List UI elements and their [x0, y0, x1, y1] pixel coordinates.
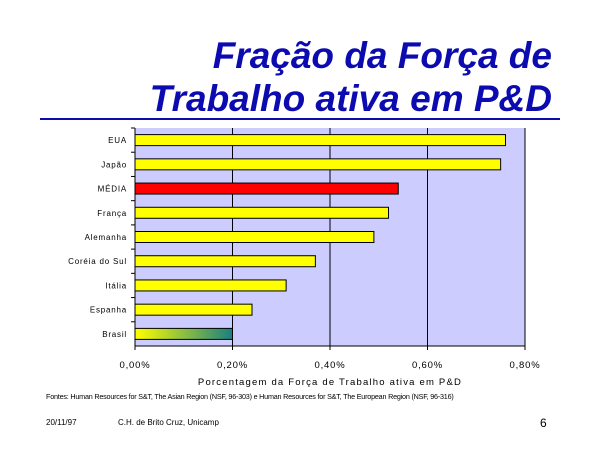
x-tick-label: 0,80% — [510, 360, 541, 371]
page-number: 6 — [540, 416, 547, 430]
x-tick-label: 0,20% — [217, 360, 248, 371]
category-label: Japão — [101, 160, 127, 169]
bar-0 — [134, 134, 506, 147]
bar-2 — [134, 182, 399, 195]
category-label: MÉDIA — [98, 185, 127, 194]
slide-author: C.H. de Brito Cruz, Unicamp — [118, 418, 219, 427]
x-axis-label: Porcentagem da Força de Trabalho ativa e… — [198, 377, 462, 388]
category-label: EUA — [108, 136, 127, 145]
category-label: Alemanha — [85, 233, 127, 242]
bar-5 — [134, 255, 316, 268]
category-label: Itália — [105, 281, 127, 290]
category-label: França — [97, 209, 127, 218]
x-tick-label: 0,60% — [412, 360, 443, 371]
bar-4 — [134, 231, 375, 243]
title-line-2: Trabalho ativa em P&D — [149, 78, 552, 119]
category-label: Brasil — [102, 330, 127, 339]
bar-chart: EUA Japão MÉDIA França Alemanha Coréia do Sul… — [68, 127, 541, 388]
slide-title: Fração da Força de Trabalho ativa em P&D — [32, 34, 552, 120]
x-tick-label: 0,00% — [120, 360, 151, 371]
title-line-1: Fração da Força de — [212, 35, 552, 76]
category-label: Coréia do Sul — [68, 257, 127, 266]
slide-date: 20/11/97 — [46, 418, 77, 427]
bar-8 — [134, 327, 233, 340]
bar-1 — [134, 158, 502, 171]
bar-3 — [134, 206, 389, 219]
x-tick-label: 0,40% — [315, 360, 346, 371]
bar-7 — [134, 303, 253, 316]
category-label: Espanha — [90, 306, 127, 315]
sources-note: Fontes: Human Resources for S&T, The Asi… — [46, 392, 454, 401]
title-divider — [40, 118, 560, 120]
bar-6 — [134, 279, 287, 292]
